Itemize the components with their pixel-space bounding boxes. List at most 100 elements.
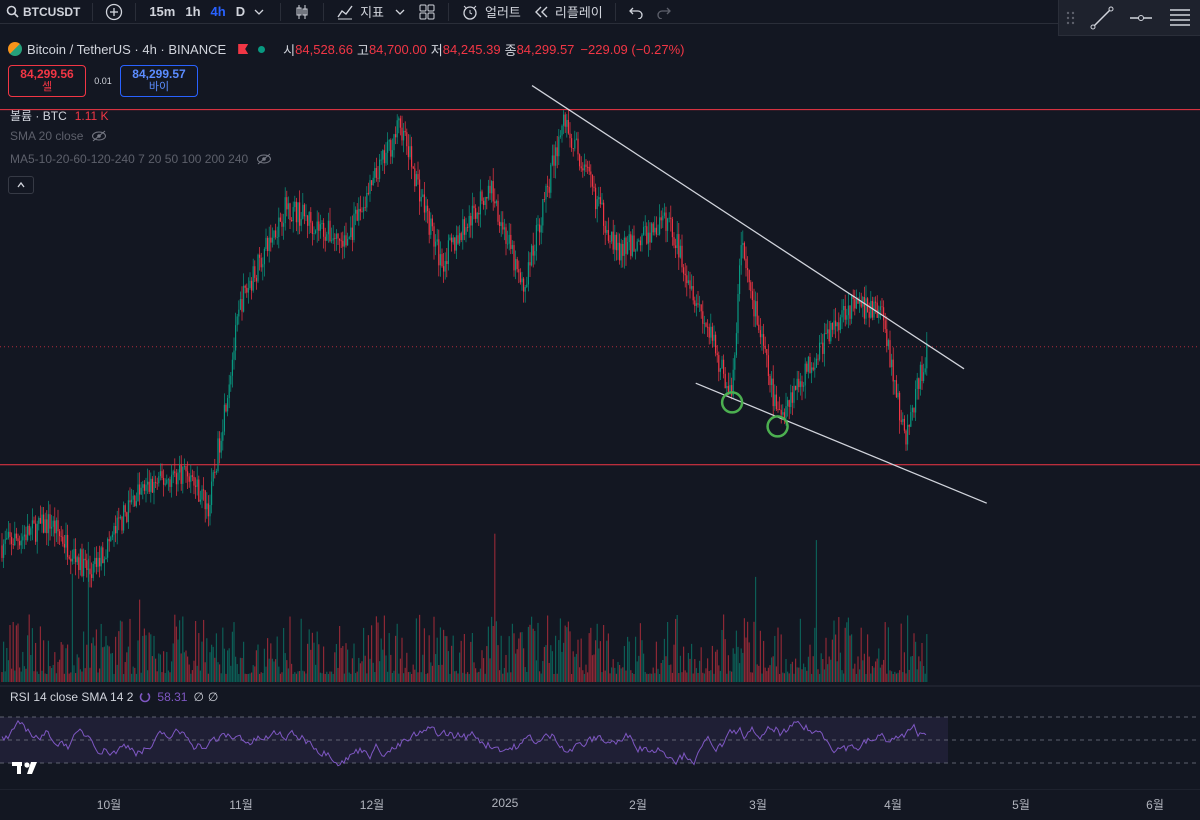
chevron-down-icon[interactable] [250, 6, 268, 18]
candle-body [318, 221, 320, 231]
candle-body [870, 300, 872, 318]
eye-off-icon[interactable] [256, 153, 272, 165]
candle-body [791, 392, 793, 403]
candle-body [647, 232, 649, 244]
candle-body [259, 254, 261, 258]
candle-body [156, 482, 158, 484]
candle-body [655, 227, 657, 235]
candle-body [443, 266, 445, 272]
redo-button[interactable] [650, 0, 678, 24]
candle-body [225, 404, 227, 412]
sell-button[interactable]: 84,299.56 셀 [8, 65, 86, 97]
candle-body [62, 536, 64, 544]
candle-body [841, 310, 843, 318]
menu-lines-icon[interactable] [1167, 5, 1193, 31]
candle-body [267, 237, 269, 252]
time-axis[interactable]: 10월 11월 12월 2025 2월 3월 4월 5월 6월 [0, 790, 1200, 820]
price-chart[interactable] [0, 24, 1200, 790]
candle-body [515, 259, 517, 271]
candle-body [411, 146, 413, 167]
volume-bar [326, 671, 328, 682]
indicators-button[interactable]: 지표 [330, 0, 412, 24]
interval-d[interactable]: D [235, 4, 246, 19]
candle-body [553, 155, 555, 166]
candle-body [251, 280, 253, 291]
x-tick-label: 2월 [629, 798, 647, 812]
volume-bar [796, 667, 798, 682]
sma-legend[interactable]: SMA 20 close [10, 129, 107, 143]
flag-icon[interactable] [238, 44, 249, 54]
candle-body [7, 531, 9, 538]
drag-handle-icon[interactable] [1066, 10, 1076, 26]
layouts-button[interactable] [412, 0, 442, 24]
volume-bar [515, 653, 517, 682]
volume-bar [847, 617, 849, 682]
candle-body [897, 392, 899, 398]
candle-body [111, 534, 113, 538]
volume-bar [662, 659, 664, 682]
symbol-search[interactable]: BTCUSDT [0, 0, 86, 24]
candle-body [633, 235, 635, 252]
volume-bar [753, 621, 755, 682]
volume-bar [340, 647, 342, 682]
volume-bar [462, 672, 464, 682]
interval-15m[interactable]: 15m [149, 4, 176, 19]
volume-bar [572, 651, 574, 682]
candle-body [617, 242, 619, 251]
undo-button[interactable] [622, 0, 650, 24]
candle-body [223, 404, 225, 432]
candle-body [68, 556, 70, 559]
candle-body [732, 369, 734, 396]
candle-body [124, 505, 126, 513]
buy-button[interactable]: 84,299.57 바이 [120, 65, 198, 97]
candle-body [718, 355, 720, 372]
interval-4h[interactable]: 4h [210, 4, 226, 19]
alert-button[interactable]: 얼러트 [455, 0, 527, 24]
candle-body [601, 202, 603, 204]
volume-bar [721, 629, 723, 682]
horizontal-line-icon[interactable] [1128, 5, 1154, 31]
candle-body [918, 378, 920, 389]
candle-body [121, 516, 123, 531]
candle-body [350, 227, 352, 238]
candle-body [238, 309, 240, 317]
volume-bar [409, 671, 411, 682]
volume-bar [611, 667, 613, 682]
volume-bar [222, 627, 224, 682]
tradingview-logo-icon[interactable] [12, 760, 44, 776]
spread-value: 0.01 [94, 76, 112, 86]
volume-bar [347, 649, 349, 682]
volume-bar [183, 652, 185, 682]
volume-bar [577, 639, 579, 682]
rsi-legend[interactable]: RSI 14 close SMA 14 2 58.31 ∅ ∅ [10, 690, 218, 704]
candle-body [585, 164, 587, 167]
volume-bar [900, 623, 902, 682]
replay-button[interactable]: 리플레이 [527, 0, 609, 24]
volume-bar [494, 533, 496, 682]
volume-bar [455, 670, 457, 682]
candle-body [75, 549, 77, 563]
chevron-down-icon[interactable] [394, 6, 406, 18]
volume-bar [596, 623, 598, 682]
volume-bar [828, 656, 830, 682]
collapse-legend-button[interactable] [8, 176, 34, 194]
interval-1h[interactable]: 1h [185, 4, 201, 19]
ma-legend[interactable]: MA5-10-20-60-120-240 7 20 50 100 200 240 [10, 152, 272, 166]
candle-body [212, 472, 214, 482]
symbol-legend: Bitcoin / TetherUS · 4h · BINANCE 시 84,52… [8, 40, 685, 58]
volume-bar [811, 673, 813, 682]
compare-button[interactable] [99, 0, 129, 24]
candle-body [779, 409, 781, 411]
eye-off-icon[interactable] [91, 130, 107, 142]
volume-legend[interactable]: 볼륨 · BTC 1.11 K [10, 107, 109, 124]
chart-type-button[interactable] [287, 0, 317, 24]
volume-bar [17, 623, 19, 682]
candle-body [313, 233, 315, 234]
candle-body [694, 300, 696, 306]
sell-price: 84,299.56 [20, 67, 74, 81]
volume-bar [265, 666, 267, 682]
trend-line-icon[interactable] [1089, 5, 1115, 31]
candle-body [379, 159, 381, 179]
candle-body [505, 227, 507, 244]
candle-body [3, 543, 5, 558]
